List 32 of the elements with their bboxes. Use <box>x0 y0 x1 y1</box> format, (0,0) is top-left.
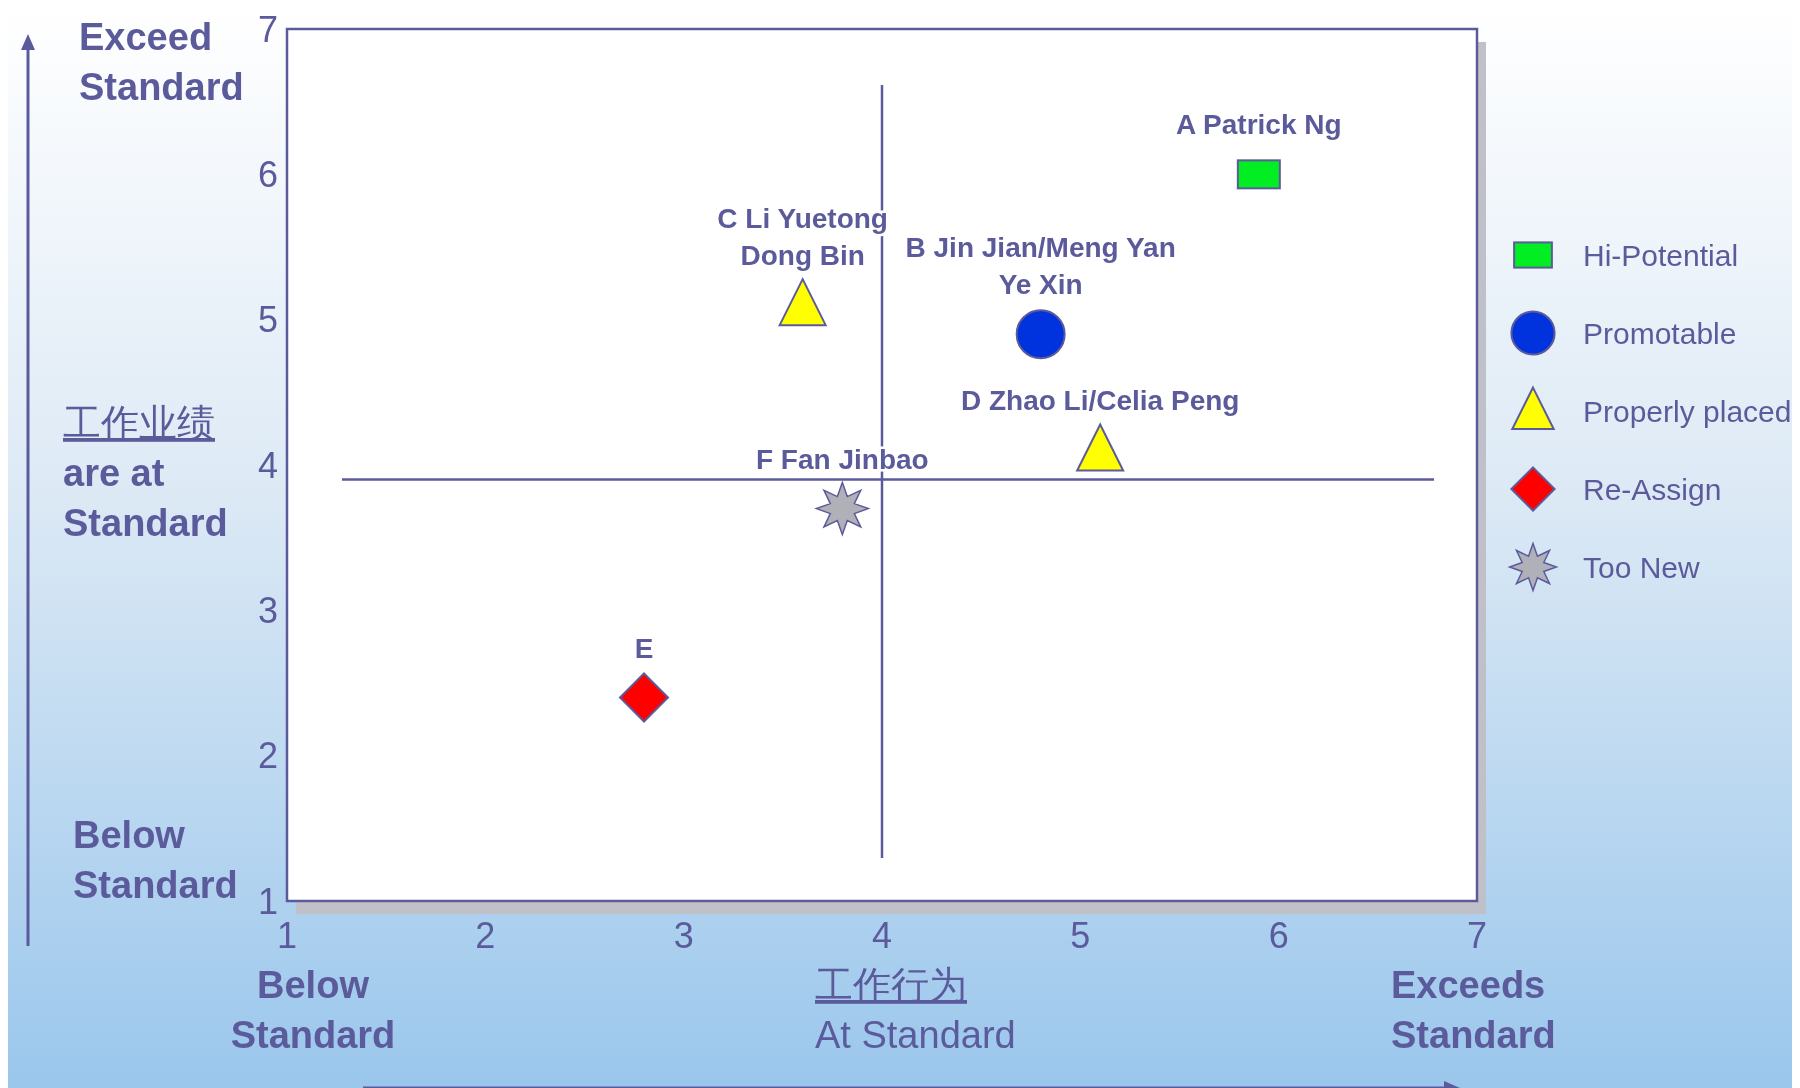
x-tick-label: 2 <box>475 915 496 956</box>
legend-label: Promotable <box>1583 316 1737 350</box>
y-tick-label: 6 <box>257 153 278 195</box>
x-tick-label: 5 <box>1070 915 1091 956</box>
y-axis-title: 工作业绩 <box>63 402 215 444</box>
text: Exceed Standard <box>79 16 244 108</box>
point <box>619 672 669 723</box>
y-tick-label: 2 <box>257 735 278 777</box>
y-tick-label: 5 <box>257 299 278 341</box>
x-tick-label: 6 <box>1268 915 1289 956</box>
x-tick-label: 3 <box>673 915 694 956</box>
y-tick-label: 1 <box>257 880 278 922</box>
legend-label: Properly placed <box>1583 394 1792 428</box>
legend-label: Too New <box>1583 550 1701 584</box>
annotation: A Patrick Ng <box>1176 109 1342 141</box>
y-tick-label: 3 <box>257 589 278 631</box>
annotation: E <box>634 632 654 664</box>
y-tick-label: 7 <box>257 8 278 50</box>
text: Below Standard <box>230 964 396 1056</box>
x-tick-label: 7 <box>1466 915 1488 956</box>
text: are at Standard <box>63 452 228 544</box>
x-tick-label: 4 <box>871 915 893 956</box>
point <box>815 481 870 536</box>
point <box>1015 309 1066 360</box>
annotation: D Zhao Li/Celia Peng <box>960 385 1240 417</box>
annotation: B Jin Jian/Meng Yan Ye Xin <box>905 232 1176 301</box>
legend-label: Re-Assign <box>1583 472 1722 506</box>
text: At Standard <box>815 1014 1016 1056</box>
text: Below Standard <box>73 814 238 906</box>
y-tick-label: 4 <box>257 444 278 486</box>
text: Exceeds Standard <box>1391 964 1556 1056</box>
legend-label: Hi-Potential <box>1583 238 1739 272</box>
